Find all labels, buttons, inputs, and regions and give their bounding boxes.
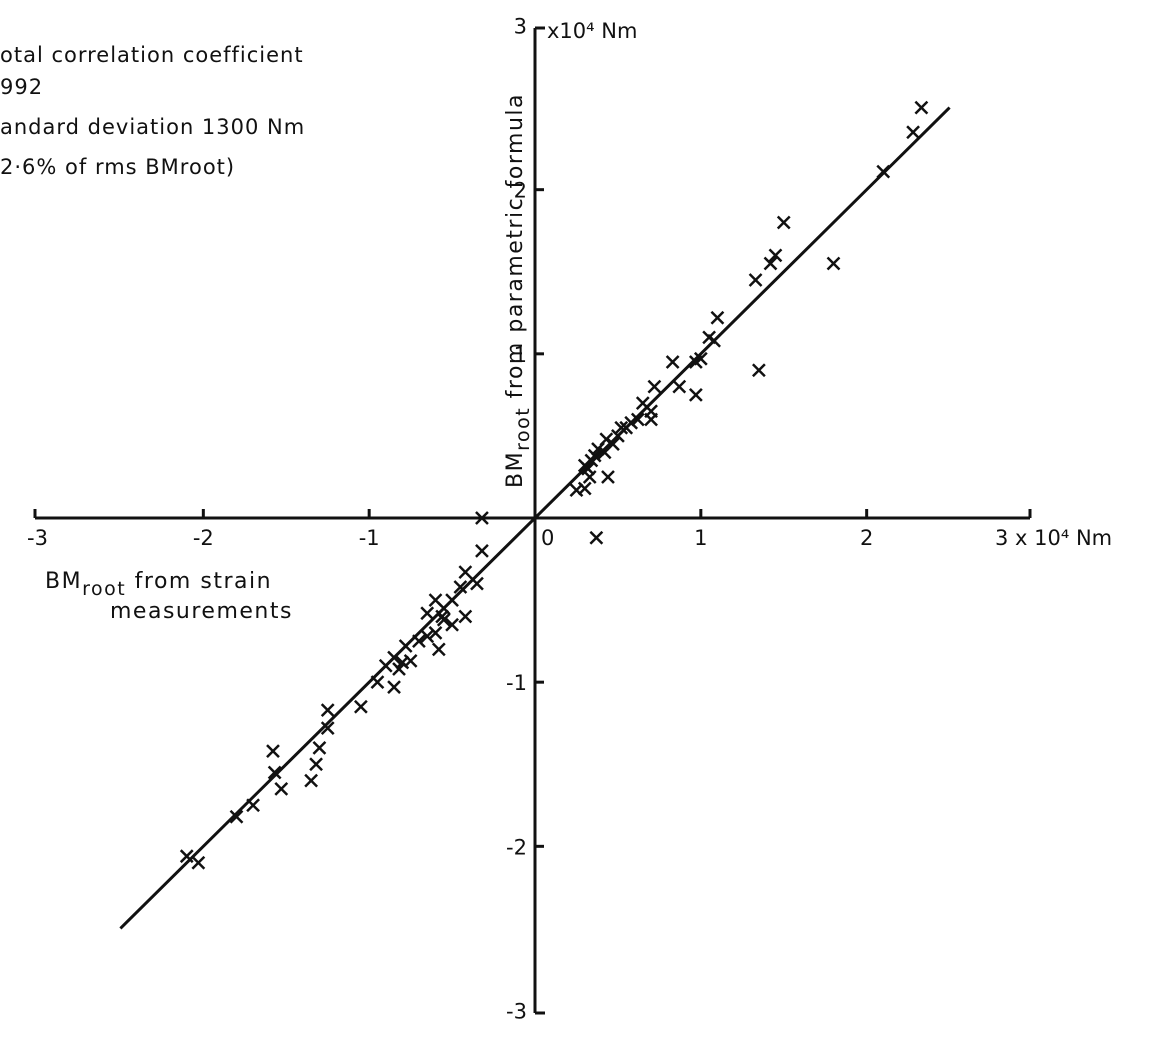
data-point — [476, 545, 488, 557]
x-axis-label-line-1: BMroot from strain — [45, 569, 272, 600]
data-point — [388, 681, 400, 693]
data-point — [584, 471, 596, 483]
data-point — [667, 356, 679, 368]
data-point — [471, 578, 483, 590]
data-point — [305, 775, 317, 787]
data-point — [430, 594, 442, 606]
data-point — [645, 414, 657, 426]
y-label-main: BM — [503, 451, 528, 488]
data-point — [459, 566, 471, 578]
data-point — [421, 607, 433, 619]
data-point — [711, 312, 723, 324]
data-point — [192, 857, 204, 869]
y-unit-label: x10⁴ Nm — [547, 19, 637, 43]
data-point — [828, 258, 840, 270]
x-tick-label: 0 — [541, 526, 554, 550]
data-point — [459, 611, 471, 623]
y-tick-label: -1 — [506, 671, 527, 695]
x-tick-label: 2 — [860, 526, 873, 550]
y-label-rest: from parametric formula — [503, 93, 528, 407]
data-point — [181, 850, 193, 862]
x-tick-label: -3 — [27, 526, 48, 550]
x-axis-label-line-2: measurements — [110, 599, 293, 624]
data-point — [310, 758, 322, 770]
data-point — [313, 742, 325, 754]
data-point — [750, 274, 762, 286]
data-point — [322, 704, 334, 716]
data-point — [778, 217, 790, 229]
y-label-sub: root — [512, 407, 534, 451]
data-point — [690, 389, 702, 401]
data-point — [275, 783, 287, 795]
data-point — [648, 381, 660, 393]
y-axis-label: BMroot from parametric formula — [503, 93, 534, 488]
x-tick-label: -2 — [193, 526, 214, 550]
data-point — [380, 660, 392, 672]
x-label-rest: from strain — [126, 569, 272, 594]
data-point — [637, 397, 649, 409]
data-point — [570, 484, 582, 496]
y-tick-label: -3 — [506, 1000, 527, 1024]
data-point — [703, 331, 715, 343]
x-label-main: BM — [45, 569, 82, 594]
data-point — [433, 643, 445, 655]
data-point — [877, 166, 889, 178]
x-tick-label: 1 — [694, 526, 707, 550]
data-point — [907, 126, 919, 138]
data-point — [915, 102, 927, 114]
data-point — [602, 471, 614, 483]
data-point — [673, 381, 685, 393]
data-point — [355, 701, 367, 713]
x-label-sub: root — [82, 578, 126, 600]
data-point — [267, 745, 279, 757]
y-tick-label: -2 — [506, 835, 527, 859]
x-tick-label: -1 — [359, 526, 380, 550]
data-point — [371, 676, 383, 688]
data-point — [400, 640, 412, 652]
y-tick-label: 3 — [514, 15, 527, 39]
x-unit-label: 3 x 10⁴ Nm — [995, 526, 1112, 550]
data-point — [753, 364, 765, 376]
data-point — [590, 532, 602, 544]
data-point — [247, 799, 259, 811]
